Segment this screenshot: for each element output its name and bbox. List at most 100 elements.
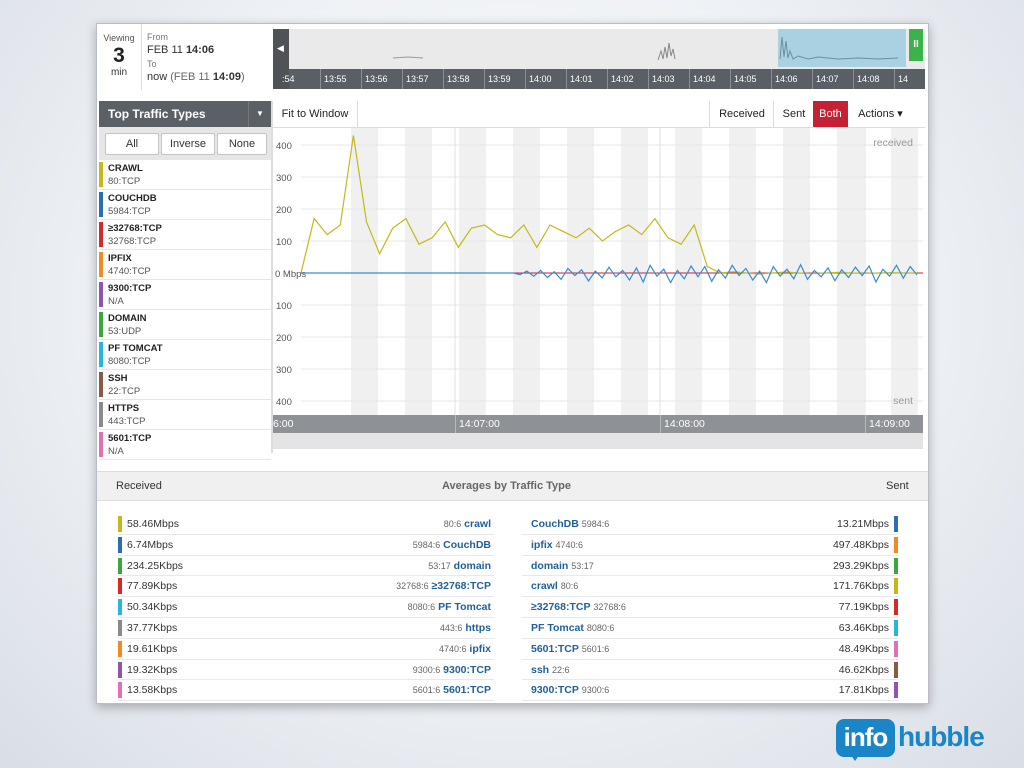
avg-received-row[interactable]: 37.77Kbps 443:6 https — [118, 618, 494, 639]
pause-button[interactable]: II — [909, 29, 923, 61]
x-axis-bar: 6:00 14:07:00 14:08:00 14:09:00 — [273, 415, 923, 433]
filter-inverse-button[interactable]: Inverse — [161, 133, 215, 155]
color-swatch — [99, 372, 103, 397]
avg-sent-row[interactable]: domain 53:17 293.29Kbps — [522, 556, 898, 577]
chevron-down-icon[interactable]: ▼ — [248, 101, 271, 127]
corner-sent-label: sent — [893, 395, 913, 407]
color-swatch — [99, 252, 103, 277]
traffic-type-item[interactable]: 9300:TCP N/A — [99, 280, 271, 310]
sent-averages: CouchDB 5984:6 13.21Mbps ipfix 4740:6 497.4… — [522, 514, 898, 702]
avg-label: 5984:6 CouchDB — [412, 538, 491, 551]
averages-title: Averages by Traffic Type — [442, 480, 571, 492]
avg-label: crawl 80:6 — [531, 580, 579, 593]
app-window: Viewing 3 min From FEB 11 14:06 To now (… — [96, 23, 929, 704]
received-button[interactable]: Received — [709, 101, 774, 127]
traffic-type-item[interactable]: 5601:TCP N/A — [99, 430, 271, 460]
x-tick-label: 14:09:00 — [869, 418, 910, 430]
avg-received-row[interactable]: 6.74Mbps 5984:6 CouchDB — [118, 535, 494, 556]
avg-label: PF Tomcat 8080:6 — [531, 621, 615, 634]
traffic-type-name: 9300:TCP — [108, 283, 152, 294]
traffic-type-item[interactable]: COUCHDB 5984:TCP — [99, 190, 271, 220]
top-traffic-types-header[interactable]: Top Traffic Types ▼ — [99, 101, 271, 127]
avg-label: ssh 22:6 — [531, 663, 570, 676]
avg-received-row[interactable]: 77.89Kbps 32768:6 ≥32768:TCP — [118, 576, 494, 598]
avg-value: 293.29Kbps — [832, 559, 889, 572]
time-range[interactable]: From FEB 11 14:06 To now (FEB 11 14:09) — [147, 24, 269, 90]
timeline-tick: 13:56 — [361, 69, 402, 89]
avg-sent-row[interactable]: CouchDB 5984:6 13.21Mbps — [522, 514, 898, 535]
timeline-scroll-left[interactable]: ◀ — [273, 29, 289, 89]
timeline-tick: 14:02 — [607, 69, 648, 89]
traffic-type-name: IPFIX — [108, 253, 132, 264]
avg-label: 443:6 https — [439, 621, 491, 634]
traffic-type-port: 32768:TCP — [108, 236, 157, 247]
timeline-selection[interactable] — [778, 29, 906, 67]
avg-received-row[interactable]: 234.25Kbps 53:17 domain — [118, 556, 494, 577]
sidebar-scrollbar[interactable] — [271, 101, 273, 453]
x-axis-scroll[interactable] — [273, 433, 923, 449]
viewing-label: Viewing — [103, 33, 135, 43]
zero-label: 0 Mbps — [275, 269, 306, 280]
color-swatch — [99, 282, 103, 307]
avg-received-row[interactable]: 50.34Kbps 8080:6 PF Tomcat — [118, 597, 494, 618]
timeline-tick: 14:00 — [525, 69, 566, 89]
traffic-type-item[interactable]: HTTPS 443:TCP — [99, 400, 271, 430]
avg-value: 19.61Kbps — [127, 642, 178, 655]
avg-value: 48.49Kbps — [838, 642, 889, 655]
avg-received-row[interactable]: 19.61Kbps 4740:6 ipfix — [118, 639, 494, 660]
filter-all-button[interactable]: All — [105, 133, 159, 155]
traffic-chart[interactable]: 400 300 200 100 100 200 300 400 0 Mbps received se… — [273, 128, 923, 415]
avg-sent-row[interactable]: crawl 80:6 171.76Kbps — [522, 576, 898, 598]
avg-value: 63.46Kbps — [838, 621, 889, 634]
sent-button[interactable]: Sent — [773, 101, 814, 127]
avg-received-row[interactable]: 19.32Kbps 9300:6 9300:TCP — [118, 660, 494, 681]
color-swatch — [118, 516, 122, 532]
avg-sent-row[interactable]: PF Tomcat 8080:6 63.46Kbps — [522, 618, 898, 639]
color-swatch — [894, 516, 898, 532]
corner-received-label: received — [873, 137, 913, 149]
to-value: now (FEB 11 14:09) — [147, 71, 245, 83]
avg-value: 497.48Kbps — [832, 538, 889, 551]
overview-sparkline — [392, 42, 676, 61]
traffic-type-port: 8080:TCP — [108, 356, 151, 367]
traffic-type-port: 4740:TCP — [108, 266, 151, 277]
traffic-type-item[interactable]: PF TOMCAT 8080:TCP — [99, 340, 271, 370]
fit-to-window-button[interactable]: Fit to Window — [273, 101, 358, 127]
both-button[interactable]: Both — [813, 101, 848, 127]
traffic-type-item[interactable]: SSH 22:TCP — [99, 370, 271, 400]
traffic-type-item[interactable]: CRAWL 80:TCP — [99, 160, 271, 190]
avg-sent-row[interactable]: ssh 22:6 46.62Kbps — [522, 660, 898, 681]
avg-label: 4740:6 ipfix — [438, 642, 491, 655]
grid-band — [459, 128, 486, 415]
avg-received-row[interactable]: 13.58Kbps 5601:6 5601:TCP — [118, 680, 494, 702]
avg-label: 5601:TCP 5601:6 — [531, 642, 610, 655]
timeline-overview[interactable]: ◀ II :54 13:55 13:56 13:57 13:58 13:59 14:00 1… — [273, 29, 925, 89]
traffic-type-port: 22:TCP — [108, 386, 141, 397]
averages-header: Received Averages by Traffic Type Sent — [97, 471, 928, 501]
traffic-type-name: PF TOMCAT — [108, 343, 163, 354]
traffic-type-item[interactable]: IPFIX 4740:TCP — [99, 250, 271, 280]
color-swatch — [118, 640, 122, 657]
filter-none-button[interactable]: None — [217, 133, 267, 155]
timeline-tick: 14:03 — [648, 69, 689, 89]
traffic-type-item[interactable]: DOMAIN 53:UDP — [99, 310, 271, 340]
avg-value: 77.19Kbps — [838, 601, 889, 614]
avg-received-row[interactable]: 58.46Mbps 80:6 crawl — [118, 514, 494, 535]
grid-band — [405, 128, 432, 415]
avg-sent-row[interactable]: ipfix 4740:6 497.48Kbps — [522, 535, 898, 556]
color-swatch — [894, 661, 898, 678]
sent-label: Sent — [886, 480, 909, 492]
viewing-duration[interactable]: Viewing 3 min — [97, 24, 142, 90]
actions-menu-button[interactable]: Actions ▾ — [858, 108, 903, 120]
logo-info: info — [836, 719, 895, 757]
avg-label: domain 53:17 — [531, 559, 594, 572]
timeline-tick: 14:06 — [771, 69, 812, 89]
timeline-tick: 13:58 — [443, 69, 484, 89]
avg-sent-row[interactable]: 9300:TCP 9300:6 17.81Kbps — [522, 680, 898, 702]
series-line-crawl — [300, 135, 917, 275]
traffic-type-name: SSH — [108, 373, 128, 384]
avg-sent-row[interactable]: ≥32768:TCP 32768:6 77.19Kbps — [522, 597, 898, 618]
traffic-type-item[interactable]: ≥32768:TCP 32768:TCP — [99, 220, 271, 250]
avg-sent-row[interactable]: 5601:TCP 5601:6 48.49Kbps — [522, 639, 898, 660]
timeline-tick: 14:04 — [689, 69, 730, 89]
